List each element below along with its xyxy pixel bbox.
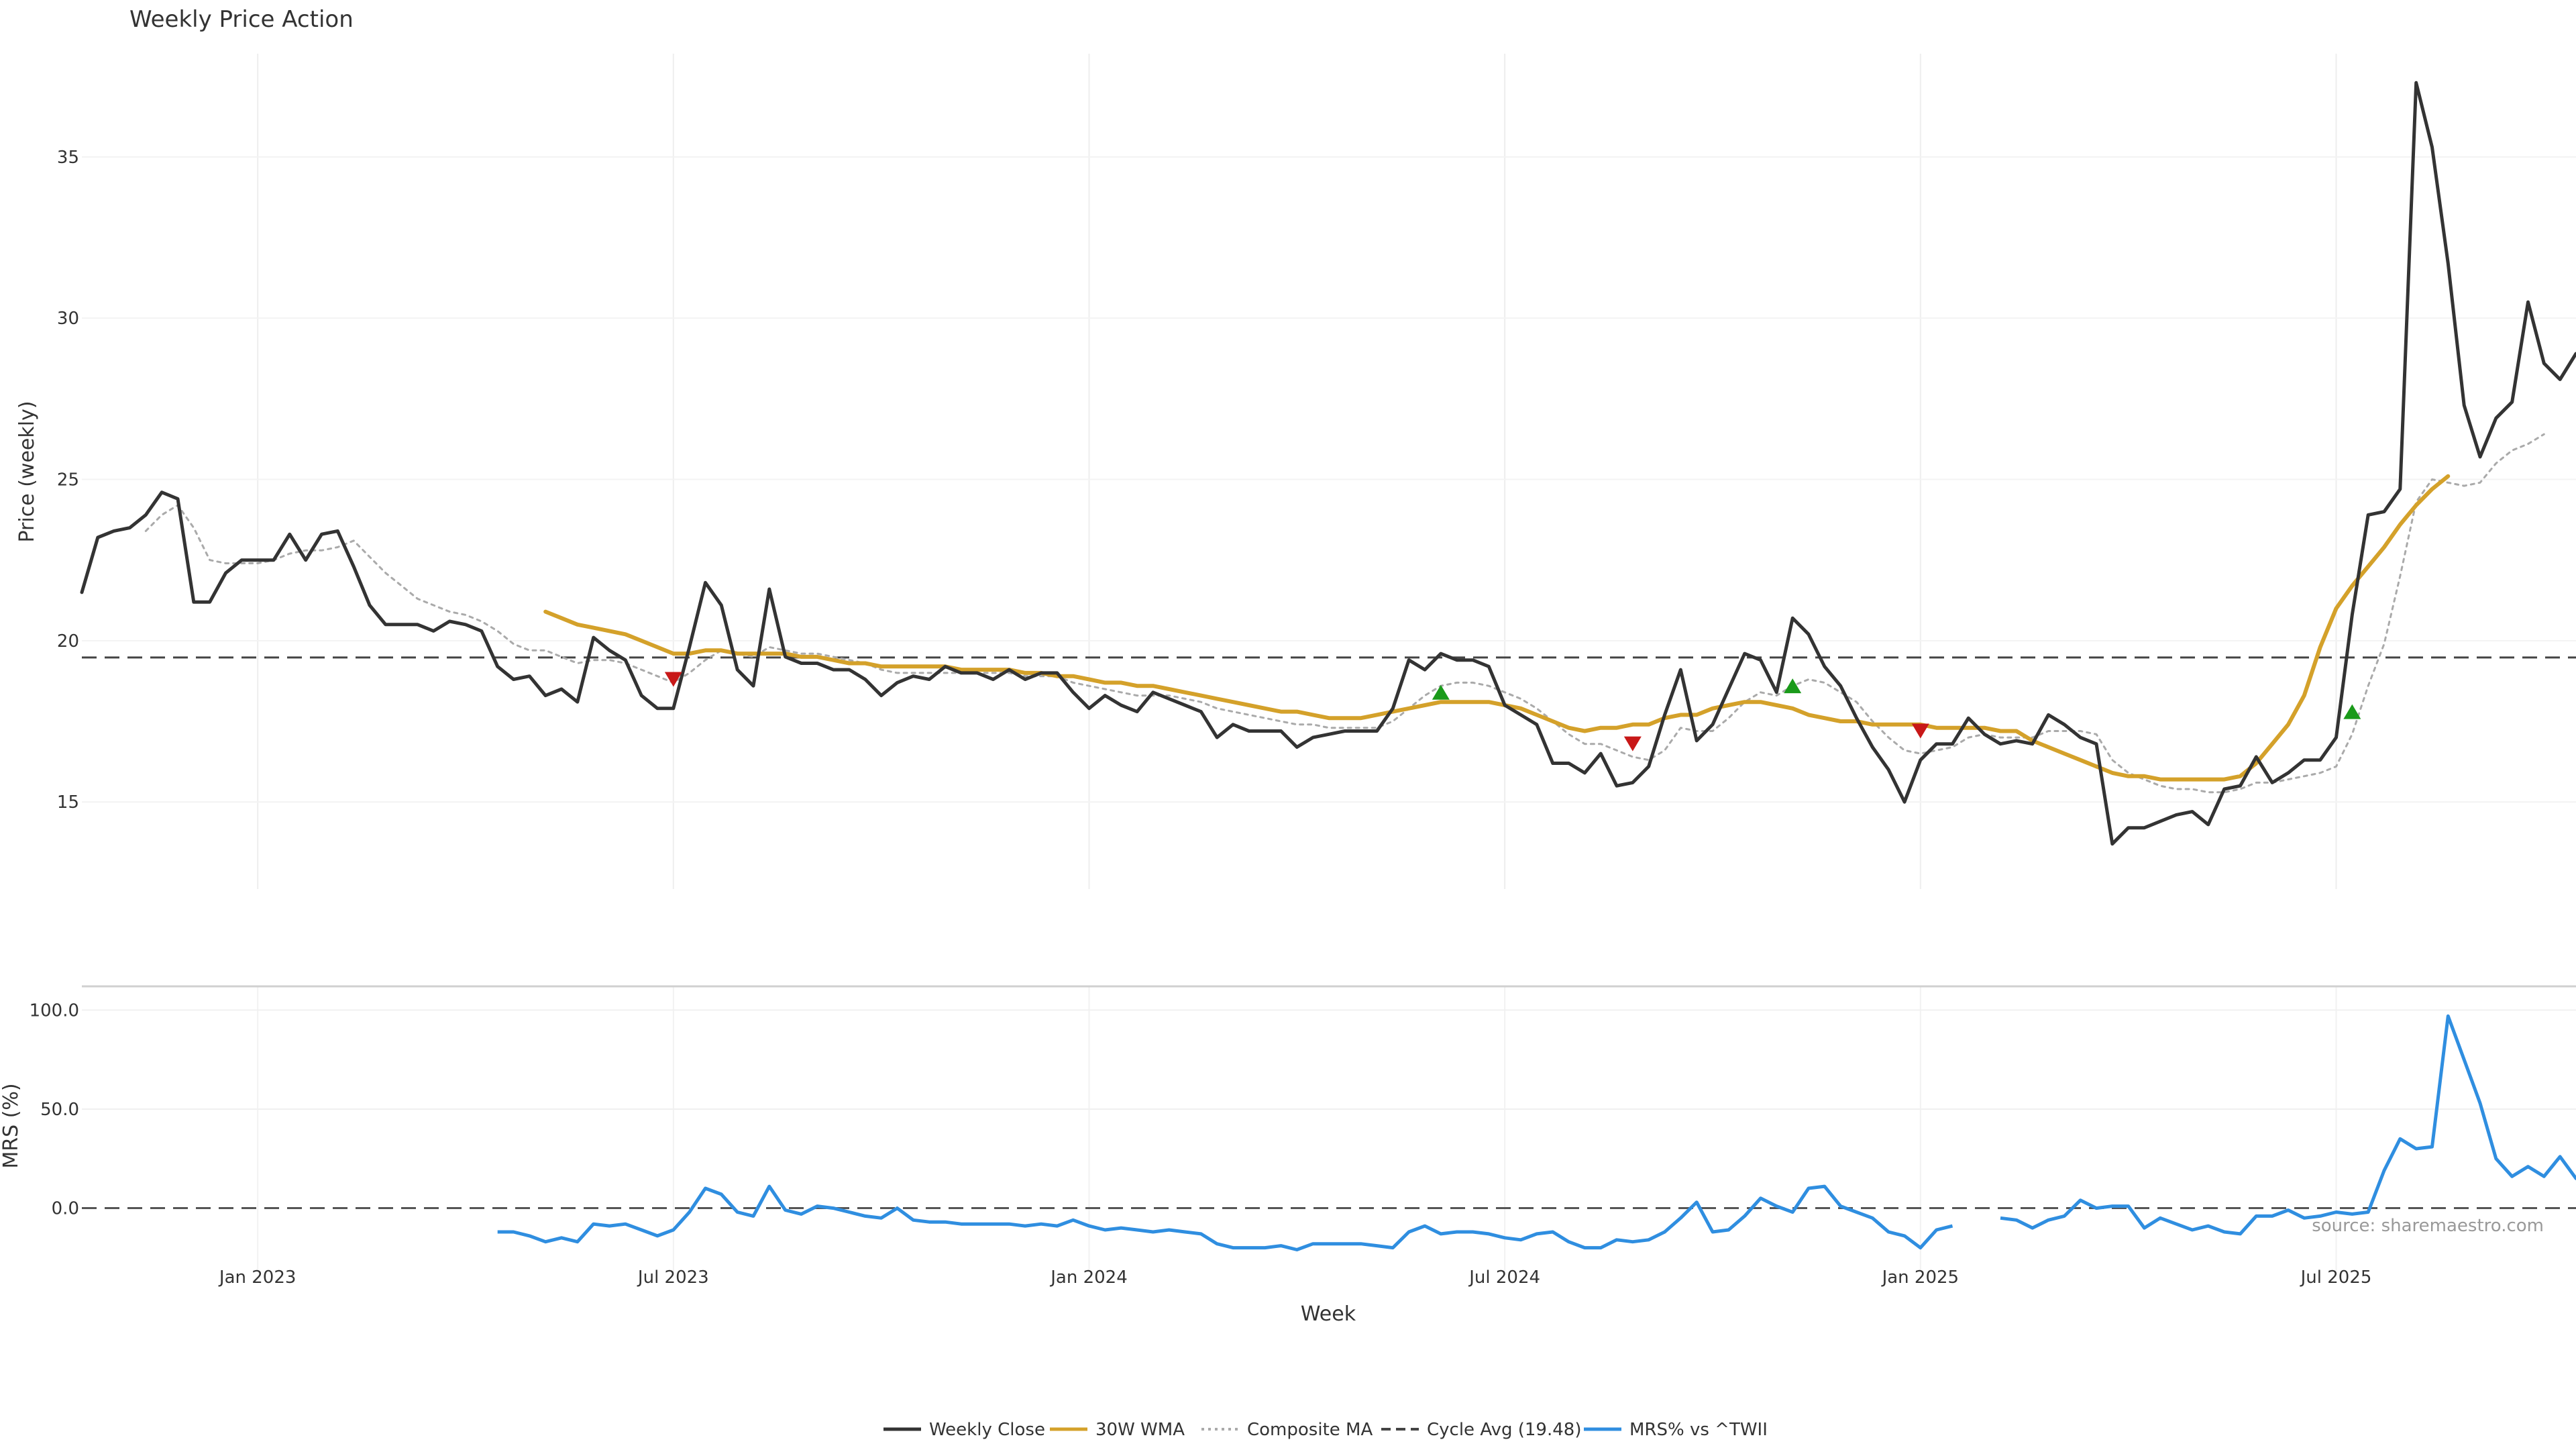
mrs-y-axis-label: MRS (%) xyxy=(0,1083,23,1168)
price-y-tick-label: 35 xyxy=(57,148,79,168)
buy-signal-marker xyxy=(1784,678,1802,694)
legend-label: 30W WMA xyxy=(1095,1420,1185,1440)
x-tick-labels: Jan 2023 Jul 2023 Jan 2024 Jul 2024 Jan 2025… xyxy=(218,1267,2371,1288)
legend-label: Composite MA xyxy=(1247,1420,1373,1440)
legend-label: MRS% vs ^TWII xyxy=(1629,1420,1768,1440)
x-tick-label: Jul 2023 xyxy=(637,1267,709,1288)
x-tick-label: Jan 2024 xyxy=(1049,1267,1128,1288)
buy-signal-marker xyxy=(1432,684,1450,700)
price-y-tick-label: 15 xyxy=(57,792,79,813)
x-tick-label: Jul 2025 xyxy=(2300,1267,2372,1288)
sell-signal-marker xyxy=(664,672,682,687)
price-y-ticks: 15 20 25 30 35 xyxy=(57,148,79,813)
x-axis-label: Week xyxy=(1301,1302,1356,1326)
buy-signal-marker xyxy=(2343,704,2361,719)
mrs-gridlines xyxy=(82,986,2576,1272)
x-tick-label: Jan 2023 xyxy=(218,1267,297,1288)
mrs-line xyxy=(497,1014,2576,1251)
chart-title: Weekly Price Action xyxy=(129,6,354,33)
wma-30w-line xyxy=(543,474,2451,782)
mrs-y-tick-label: 100.0 xyxy=(30,1000,79,1021)
price-series-group xyxy=(80,81,2576,846)
sell-signal-marker xyxy=(1911,723,1929,739)
legend-item: Cycle Avg (19.48) xyxy=(1381,1420,1581,1440)
mrs-y-tick-label: 50.0 xyxy=(40,1100,79,1120)
legend-item: Composite MA xyxy=(1201,1420,1373,1440)
legend: Weekly Close 30W WMA Composite MA Cycle Avg… xyxy=(883,1420,1768,1440)
price-gridlines xyxy=(82,54,2576,889)
signal-markers xyxy=(664,672,2361,751)
legend-item: MRS% vs ^TWII xyxy=(1584,1420,1768,1440)
weekly-close-line xyxy=(80,81,2576,846)
legend-label: Weekly Close xyxy=(929,1420,1045,1440)
composite-ma-line xyxy=(144,433,2545,794)
mrs-y-ticks: 0.0 50.0 100.0 xyxy=(30,1000,79,1218)
legend-item: 30W WMA xyxy=(1050,1420,1185,1440)
price-y-tick-label: 25 xyxy=(57,470,79,490)
x-tick-label: Jul 2024 xyxy=(1468,1267,1540,1288)
legend-label: Cycle Avg (19.48) xyxy=(1427,1420,1581,1440)
x-tick-label: Jan 2025 xyxy=(1881,1267,1960,1288)
price-y-tick-label: 30 xyxy=(57,309,79,329)
source-note: source: sharemaestro.com xyxy=(2312,1216,2544,1236)
price-y-tick-label: 20 xyxy=(57,631,79,652)
sell-signal-marker xyxy=(1623,736,1642,751)
mrs-y-tick-label: 0.0 xyxy=(52,1199,79,1219)
price-y-axis-label: Price (weekly) xyxy=(15,401,39,542)
legend-item: Weekly Close xyxy=(883,1420,1045,1440)
mrs-series-group xyxy=(82,1014,2576,1251)
